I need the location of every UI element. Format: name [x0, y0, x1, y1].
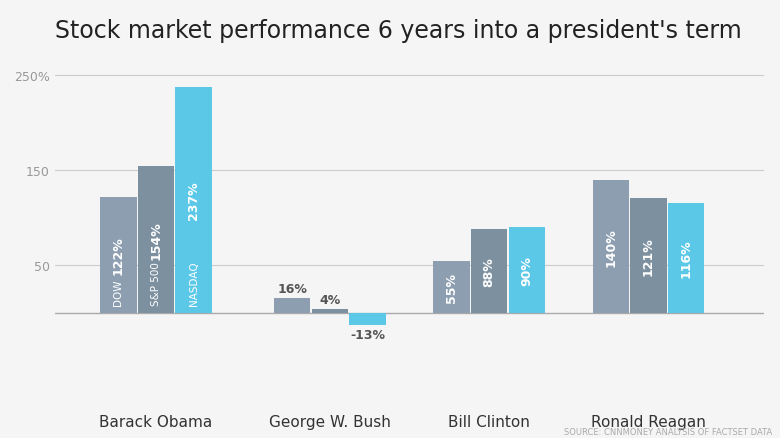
Text: S&P 500: S&P 500 — [151, 262, 161, 306]
Bar — [349, 313, 386, 325]
Text: 154%: 154% — [150, 221, 162, 259]
Text: 121%: 121% — [642, 237, 655, 275]
Text: 122%: 122% — [112, 236, 125, 275]
Text: 55%: 55% — [445, 272, 458, 302]
Text: Stock market performance 6 years into a president's term: Stock market performance 6 years into a … — [55, 18, 741, 42]
Text: SOURCE: CNNMONEY ANALYSIS OF FACTSET DATA: SOURCE: CNNMONEY ANALYSIS OF FACTSET DAT… — [564, 427, 772, 436]
Text: DOW: DOW — [113, 279, 123, 306]
Text: 4%: 4% — [319, 293, 340, 307]
Text: NASDAQ: NASDAQ — [189, 261, 199, 306]
Text: 88%: 88% — [483, 257, 495, 286]
Text: -13%: -13% — [350, 328, 385, 341]
Text: 90%: 90% — [520, 255, 534, 286]
Bar — [471, 230, 508, 313]
Text: 16%: 16% — [277, 282, 307, 295]
Bar — [138, 167, 174, 313]
Bar — [311, 309, 348, 313]
Bar — [433, 261, 470, 313]
Bar — [668, 203, 704, 313]
Bar — [593, 180, 629, 313]
Bar — [274, 298, 310, 313]
Text: 140%: 140% — [604, 227, 617, 266]
Text: 116%: 116% — [679, 239, 693, 277]
Bar — [176, 88, 212, 313]
Bar — [100, 198, 136, 313]
Bar — [630, 198, 667, 313]
Bar — [509, 228, 545, 313]
Text: 237%: 237% — [187, 181, 200, 220]
